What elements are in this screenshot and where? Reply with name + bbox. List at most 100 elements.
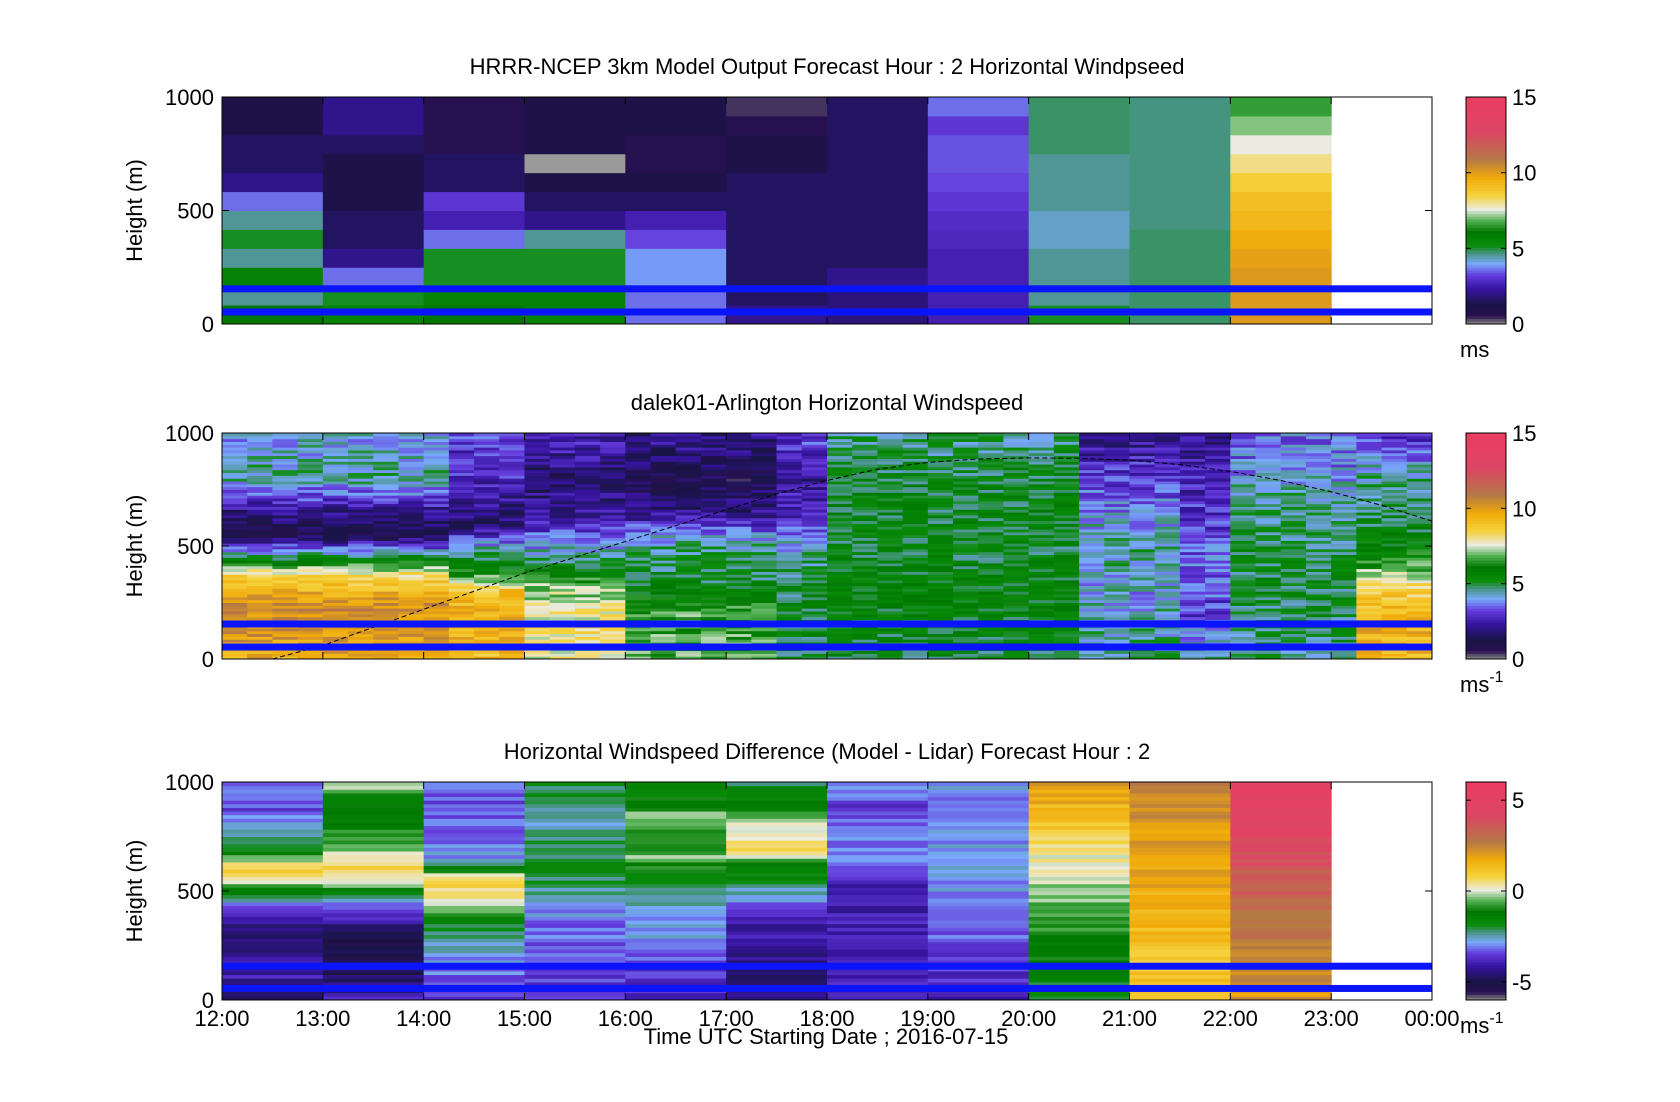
heatmap-cell <box>1028 920 1130 925</box>
heatmap-cell <box>827 996 929 1001</box>
heatmap-cell <box>398 497 425 502</box>
heatmap-cell <box>423 464 450 468</box>
heatmap-cell <box>978 546 1004 550</box>
heatmap-cell <box>1129 851 1231 856</box>
heatmap-cell <box>675 574 702 578</box>
heatmap-cell <box>1280 461 1307 465</box>
heatmap-cell <box>675 639 702 643</box>
heatmap-cell <box>600 503 626 507</box>
colorbar-segment <box>1466 931 1506 936</box>
colorbar-segment <box>1466 176 1506 180</box>
heatmap-cell <box>726 858 828 863</box>
heatmap-cell <box>700 630 727 635</box>
heatmap-cell <box>499 503 525 507</box>
heatmap-cell <box>726 134 828 155</box>
heatmap-cell <box>1255 441 1282 445</box>
heatmap-cell <box>852 489 878 493</box>
heatmap-cell <box>297 481 324 485</box>
heatmap-cell <box>700 605 727 609</box>
heatmap-cell <box>726 814 828 819</box>
heatmap-cell <box>1003 616 1030 620</box>
heatmap-cell <box>600 579 626 584</box>
heatmap-cell <box>1028 608 1055 612</box>
heatmap-cell <box>1305 537 1332 541</box>
heatmap-cell <box>827 594 853 598</box>
heatmap-cell <box>776 630 803 635</box>
heatmap-cell <box>1356 433 1383 437</box>
heatmap-cell <box>877 497 904 502</box>
heatmap-cell <box>1129 605 1156 609</box>
heatmap-cell <box>373 591 399 595</box>
heatmap-cell <box>1205 452 1231 457</box>
heatmap-cell <box>1331 486 1357 490</box>
heatmap-cell <box>827 825 929 830</box>
heatmap-cell <box>474 610 500 615</box>
heatmap-cell <box>726 551 752 555</box>
heatmap-cell <box>1230 970 1332 976</box>
heatmap-cell <box>776 523 803 527</box>
heatmap-cell <box>1179 469 1206 474</box>
heatmap-cell <box>1230 449 1257 454</box>
heatmap-cell <box>827 938 929 943</box>
colorbar-segment <box>1466 306 1506 311</box>
heatmap-cell <box>902 560 929 564</box>
heatmap-cell <box>398 554 425 558</box>
heatmap-cell <box>625 974 727 979</box>
heatmap-cell <box>423 602 450 606</box>
heatmap-cell <box>574 554 601 558</box>
heatmap-cell <box>1003 464 1030 468</box>
heatmap-cell <box>1129 996 1231 1001</box>
heatmap-cell <box>1381 492 1408 496</box>
heatmap-cell <box>600 469 626 474</box>
heatmap-cell <box>1028 829 1130 834</box>
heatmap-cell <box>1028 832 1130 837</box>
heatmap-cell <box>625 992 727 997</box>
heatmap-cell <box>524 956 626 961</box>
heatmap-cell <box>978 551 1004 555</box>
heatmap-cell <box>322 803 425 808</box>
heatmap-cell <box>927 492 954 496</box>
heatmap-cell <box>448 526 475 530</box>
heatmap-cell <box>1230 610 1257 615</box>
heatmap-cell <box>700 514 727 519</box>
heatmap-cell <box>1205 605 1231 609</box>
heatmap-cell <box>625 898 727 903</box>
heatmap-cell <box>297 452 324 457</box>
heatmap-cell <box>1205 636 1231 640</box>
heatmap-cell <box>574 441 601 445</box>
heatmap-cell <box>1255 588 1282 592</box>
heatmap-cell <box>600 526 626 530</box>
heatmap-cell <box>776 509 803 513</box>
heatmap-cell <box>675 546 702 550</box>
heatmap-cell <box>650 639 677 643</box>
heatmap-cell <box>222 229 324 249</box>
heatmap-cell <box>1079 591 1105 595</box>
heatmap-cell <box>700 534 727 539</box>
heatmap-cell <box>297 588 324 592</box>
heatmap-cell <box>625 438 652 442</box>
heatmap-cell <box>272 514 299 519</box>
heatmap-cell <box>927 153 1030 174</box>
heatmap-cell <box>574 464 601 468</box>
heatmap-cell <box>423 920 525 925</box>
heatmap-cell <box>1028 807 1130 812</box>
heatmap-cell <box>1381 608 1408 612</box>
heatmap-cell <box>625 901 727 907</box>
heatmap-cell <box>953 591 979 595</box>
heatmap-cell <box>1255 435 1282 440</box>
heatmap-cell <box>524 594 551 598</box>
heatmap-cell <box>953 441 979 445</box>
heatmap-cell <box>1406 616 1433 620</box>
heatmap-cell <box>726 447 752 451</box>
heatmap-cell <box>1280 537 1307 541</box>
heatmap-cell <box>1179 582 1206 587</box>
heatmap-cell <box>700 435 727 440</box>
heatmap-cell <box>474 557 500 561</box>
heatmap-cell <box>474 492 500 496</box>
heatmap-cell <box>1230 469 1257 474</box>
heatmap-cell <box>953 447 979 451</box>
heatmap-cell <box>726 486 752 490</box>
heatmap-cell <box>776 529 803 533</box>
heatmap-cell <box>726 627 752 632</box>
heatmap-cell <box>272 497 299 502</box>
